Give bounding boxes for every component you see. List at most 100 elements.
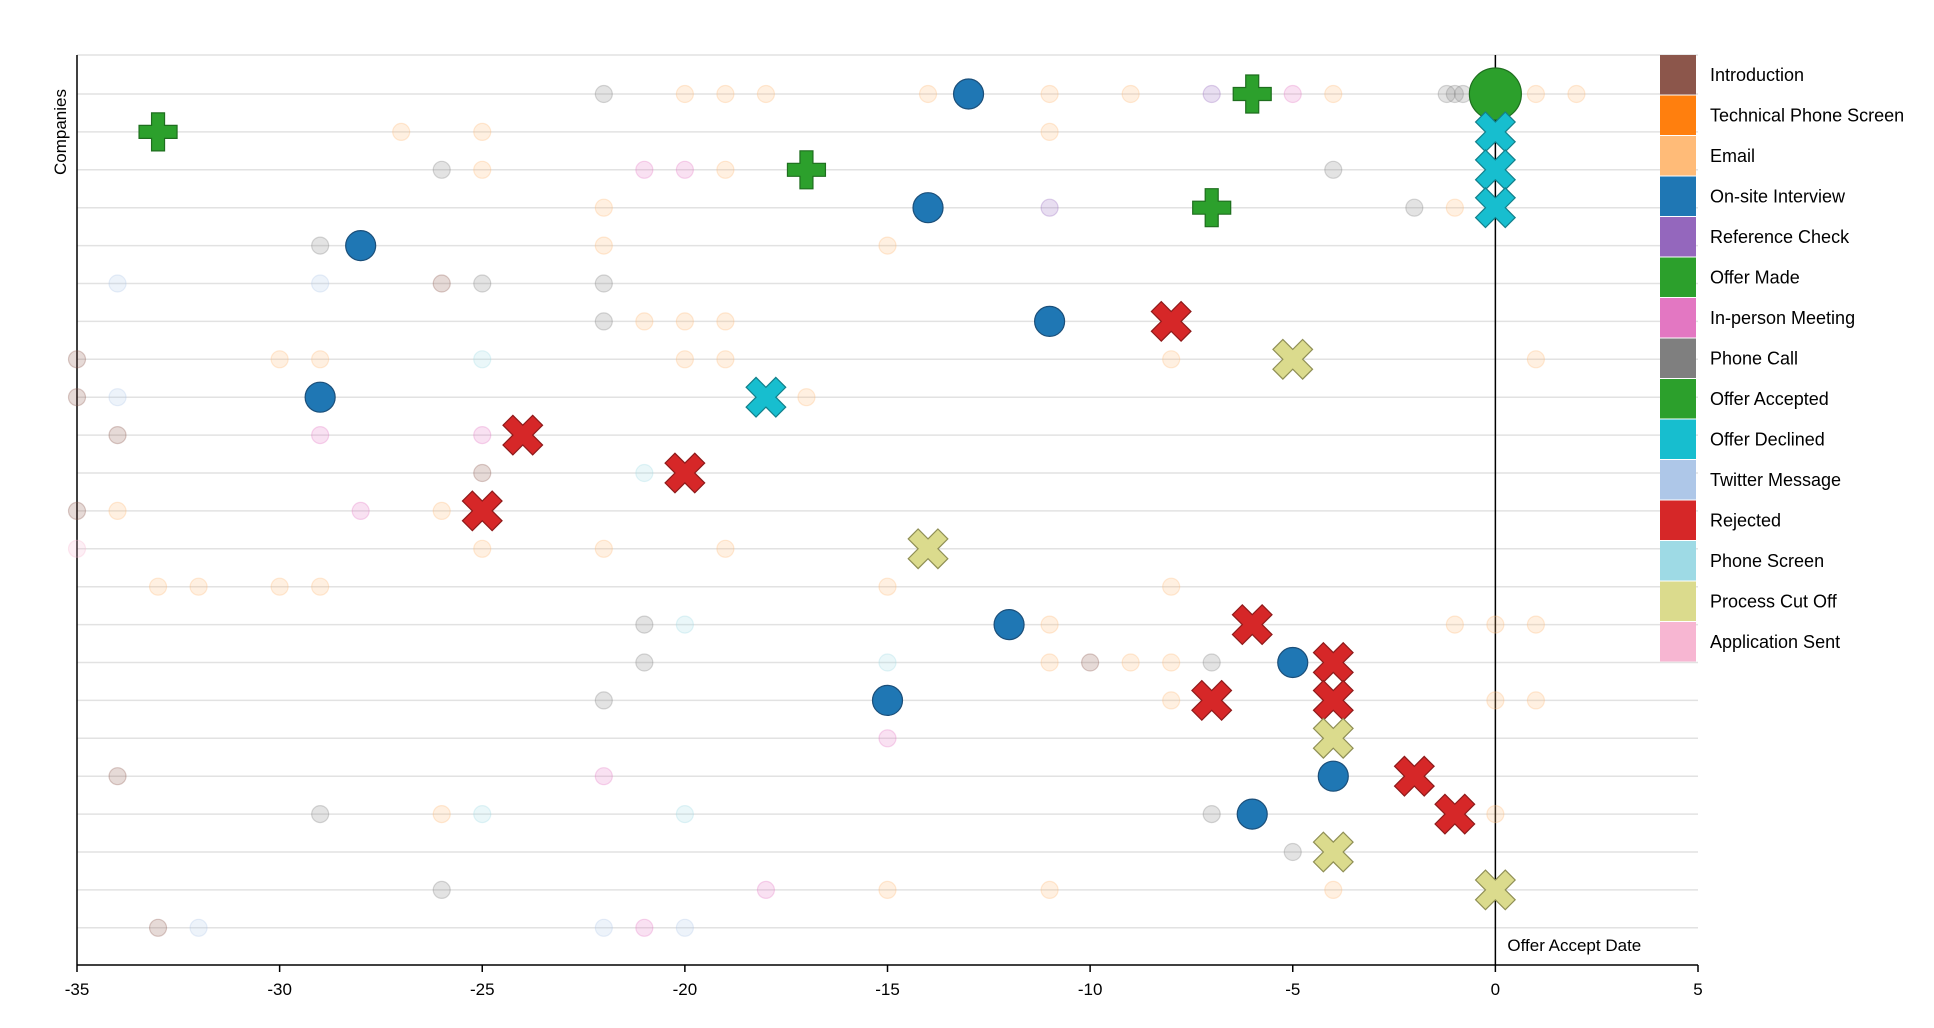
legend-label: Reference Check — [1710, 227, 1850, 247]
x-tick-label: -5 — [1285, 980, 1300, 999]
event-rejected — [1150, 300, 1192, 343]
event-rejected — [461, 490, 503, 532]
x-axis-ticks: -35 -30 -25 -20 -15 -10 -5 0 5 — [65, 965, 1703, 999]
event-email — [1486, 804, 1505, 824]
legend-swatch — [1660, 257, 1696, 297]
event-phone-screen — [635, 463, 654, 483]
legend-item-technical-phone-screen: Technical Phone Screen — [1660, 95, 1904, 135]
legend-item-offer-made: Offer Made — [1660, 257, 1800, 297]
legend-label: Technical Phone Screen — [1710, 106, 1904, 126]
event-email — [716, 84, 735, 104]
event-in-person-meeting — [351, 501, 370, 520]
legend-item-on-site-interview: On-site Interview — [1660, 176, 1846, 216]
event-phone-call — [594, 312, 613, 331]
event-phone-call — [1283, 842, 1302, 862]
event-email — [1486, 691, 1505, 710]
event-in-person-meeting — [594, 767, 613, 786]
event-email — [675, 312, 694, 331]
event-email — [594, 539, 613, 558]
event-email — [189, 577, 208, 596]
legend-item-process-cut-off: Process Cut Off — [1660, 581, 1838, 621]
event-email — [716, 312, 735, 331]
legend-label: On-site Interview — [1710, 187, 1846, 207]
legend-label: Offer Declined — [1710, 430, 1825, 450]
event-in-person-meeting — [635, 160, 654, 179]
event-twitter-message — [108, 274, 127, 293]
event-in-person-meeting — [675, 160, 694, 179]
event-email — [1324, 880, 1343, 900]
legend-swatch — [1660, 95, 1696, 135]
event-email — [432, 501, 451, 520]
legend-label: Rejected — [1710, 511, 1781, 531]
legend-item-rejected: Rejected — [1660, 500, 1781, 540]
event-email — [716, 350, 735, 369]
event-in-person-meeting — [635, 918, 654, 937]
event-email — [1040, 653, 1059, 672]
event-email — [473, 539, 492, 558]
event-email — [311, 577, 330, 596]
event-reference-check — [1040, 198, 1059, 217]
event-rejected — [502, 414, 544, 456]
event-phone-screen — [878, 653, 897, 672]
event-rejected — [664, 452, 706, 494]
event-phone-screen — [675, 804, 694, 824]
legend-item-phone-screen: Phone Screen — [1660, 541, 1824, 581]
event-email — [1445, 198, 1464, 217]
event-introduction — [108, 426, 127, 445]
event-in-person-meeting — [311, 426, 330, 445]
event-email — [1121, 84, 1140, 104]
x-tick-label: -30 — [267, 980, 292, 999]
event-email — [392, 122, 411, 141]
legend-label: Phone Screen — [1710, 551, 1824, 571]
event-phone-call — [432, 160, 451, 179]
event-on-site-interview — [952, 78, 985, 110]
event-email — [1526, 350, 1546, 369]
event-introduction — [108, 767, 127, 786]
event-email — [270, 577, 289, 596]
event-email — [716, 160, 735, 179]
event-email — [1526, 84, 1546, 104]
event-email — [1162, 653, 1181, 672]
event-phone-call — [473, 274, 492, 293]
event-process-cut-off — [1312, 831, 1354, 873]
event-rejected — [1231, 603, 1273, 646]
event-rejected — [1434, 793, 1476, 835]
event-email — [1040, 880, 1059, 900]
event-on-site-interview — [345, 230, 377, 262]
event-phone-call — [311, 236, 330, 255]
event-email — [1162, 577, 1181, 596]
event-on-site-interview — [993, 608, 1025, 641]
event-email — [473, 160, 492, 179]
legend-swatch — [1660, 217, 1696, 257]
event-email — [1040, 615, 1059, 634]
event-email — [635, 312, 654, 331]
legend-swatch — [1660, 541, 1696, 581]
event-email — [1040, 122, 1059, 141]
legend-swatch — [1660, 460, 1696, 500]
legend-label: Twitter Message — [1710, 470, 1841, 490]
event-on-site-interview — [1236, 798, 1268, 830]
event-twitter-message — [311, 274, 330, 293]
event-email — [878, 577, 897, 596]
event-email — [1486, 615, 1505, 634]
legend-swatch — [1660, 622, 1696, 662]
event-in-person-meeting — [756, 880, 776, 900]
y-axis-label: Companies — [51, 89, 70, 175]
event-offer-made — [138, 112, 178, 152]
event-phone-call — [1324, 160, 1343, 179]
event-twitter-message — [594, 918, 613, 937]
event-phone-call — [635, 653, 654, 672]
event-email — [311, 350, 330, 369]
legend-label: Introduction — [1710, 65, 1804, 85]
event-email — [1040, 84, 1059, 104]
event-email — [756, 84, 776, 104]
event-phone-call — [1202, 653, 1221, 672]
legend: Introduction Technical Phone Screen Email O… — [1660, 55, 1904, 662]
x-tick-label: 5 — [1693, 980, 1702, 999]
event-email — [108, 501, 127, 520]
event-process-cut-off — [1474, 869, 1517, 911]
event-phone-call — [1405, 198, 1424, 217]
event-phone-screen — [675, 615, 694, 634]
event-marks — [67, 67, 1586, 937]
